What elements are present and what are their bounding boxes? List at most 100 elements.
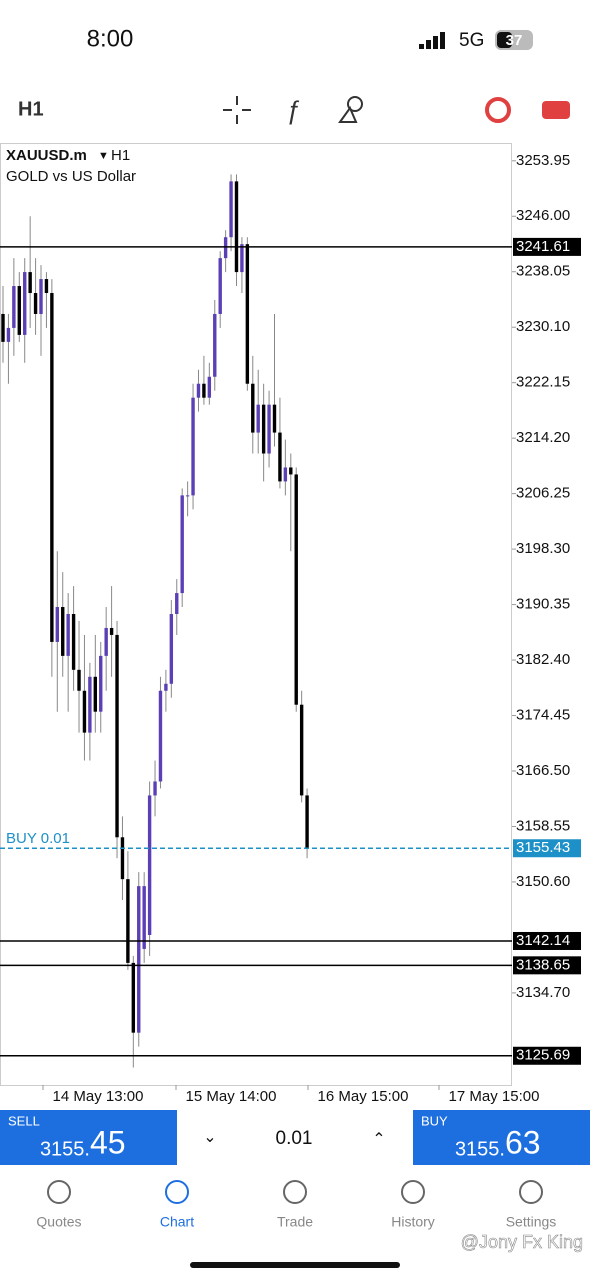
nav-icon[interactable] [283, 1180, 307, 1204]
sell-button[interactable] [0, 1110, 177, 1165]
y-tick-label: 3206.25 [516, 485, 570, 502]
candle-body [229, 181, 233, 238]
trade-icon[interactable] [542, 101, 570, 119]
nav-label[interactable]: Quotes [36, 1214, 81, 1230]
candle-body [180, 495, 184, 594]
candle-body [6, 327, 11, 342]
crosshair-icon[interactable] [223, 96, 251, 124]
lot[interactable]: 0.01 [276, 1128, 313, 1149]
candle-body [191, 397, 195, 496]
candle-body [126, 879, 130, 963]
level-tag [513, 956, 581, 975]
x-tick-label: 17 May 15:00 [449, 1088, 540, 1105]
candle-body [234, 181, 239, 273]
candle-body [283, 467, 288, 482]
lot-down[interactable]: ⌄ [203, 1129, 216, 1146]
nav-icon[interactable] [165, 1180, 189, 1204]
y-tick-label: 3158.55 [516, 817, 570, 834]
battery-text: 37 [506, 32, 523, 49]
chart-timeframe: H1 [111, 147, 130, 164]
candle-body [218, 258, 222, 314]
candle-body [33, 293, 38, 314]
buy-price-big: 63 [505, 1124, 541, 1160]
watermark: @Jony Fx King [461, 1232, 583, 1252]
home-indicator [190, 1262, 400, 1268]
candle-body [39, 279, 43, 314]
candle-body [109, 627, 114, 635]
network: 5G [459, 30, 484, 51]
dropdown-arrow[interactable]: ▼ [98, 150, 109, 162]
position-tag [513, 839, 581, 858]
candle-body [158, 690, 163, 782]
candle-body [261, 404, 266, 454]
candle-body [142, 886, 146, 949]
candle-body [251, 383, 255, 433]
nav-bar: Quotes Chart Trade History Settings [36, 1180, 557, 1230]
candle-body [115, 634, 119, 838]
level-label: 3138.65 [516, 956, 570, 973]
y-tick-label: 3253.95 [516, 152, 570, 169]
chart-area [0, 143, 512, 1086]
candle-body [12, 286, 16, 328]
y-tick-label: 3222.15 [516, 374, 570, 391]
candle-body [137, 886, 141, 1033]
candle-body [77, 669, 81, 691]
sell-price-big: 45 [90, 1124, 126, 1160]
nav-label[interactable]: Settings [506, 1214, 557, 1230]
nav-label[interactable]: History [391, 1214, 435, 1230]
candle-body [99, 655, 103, 712]
nav-label[interactable]: Chart [160, 1214, 194, 1230]
candle-body [272, 404, 277, 433]
sell-price-main: 3155. [40, 1138, 90, 1160]
candle-body [93, 676, 98, 712]
symbol: XAUUSD.m [6, 147, 87, 164]
objects-icon[interactable] [338, 96, 363, 123]
position-label: BUY 0.01 [6, 830, 70, 847]
candle-body [61, 607, 65, 656]
candle-body [278, 432, 282, 482]
buy-button[interactable] [413, 1110, 590, 1165]
sell-label: SELL [8, 1113, 40, 1128]
candle-body [66, 614, 70, 656]
nav-label[interactable]: Trade [277, 1214, 313, 1230]
candle-body [88, 676, 92, 733]
candle-body [164, 683, 168, 691]
account-icon[interactable] [485, 97, 511, 123]
x-tick-label: 15 May 14:00 [186, 1088, 277, 1105]
y-tick-label: 3134.70 [516, 984, 570, 1001]
x-tick-label: 14 May 13:00 [53, 1088, 144, 1105]
level-label: 3142.14 [516, 932, 570, 949]
candle-body [23, 272, 27, 335]
candle-body [299, 704, 304, 796]
status-time: 8:00 [87, 25, 134, 52]
y-tick-label: 3246.00 [516, 207, 570, 224]
nav-icon[interactable] [401, 1180, 425, 1204]
candle-body [28, 272, 32, 294]
candle-body [240, 244, 244, 273]
candle-body [305, 795, 309, 849]
candle-body [1, 313, 5, 342]
level-label: 3125.69 [516, 1047, 570, 1064]
lot-up[interactable]: ⌃ [372, 1131, 385, 1148]
candle-body [131, 962, 136, 1033]
y-tick-label: 3150.60 [516, 873, 570, 890]
candle-body [294, 474, 298, 705]
symbol-description: GOLD vs US Dollar [6, 168, 136, 185]
candle-body [267, 404, 271, 454]
candle-body [202, 383, 206, 398]
battery-level [497, 32, 512, 48]
timeframe-button[interactable]: H1 [18, 98, 44, 120]
candle-body [17, 286, 21, 335]
level-label: 3241.61 [516, 238, 570, 255]
candle-body [104, 627, 108, 656]
candle-body [71, 614, 76, 670]
level-tag [513, 931, 581, 950]
nav-icon[interactable] [519, 1180, 543, 1204]
candle-body [153, 781, 157, 796]
indicator-icon[interactable]: ƒ [286, 95, 300, 125]
candle-body [169, 614, 174, 684]
nav-icon[interactable] [47, 1180, 71, 1204]
candle-body [185, 495, 190, 497]
candle-body [223, 237, 228, 259]
